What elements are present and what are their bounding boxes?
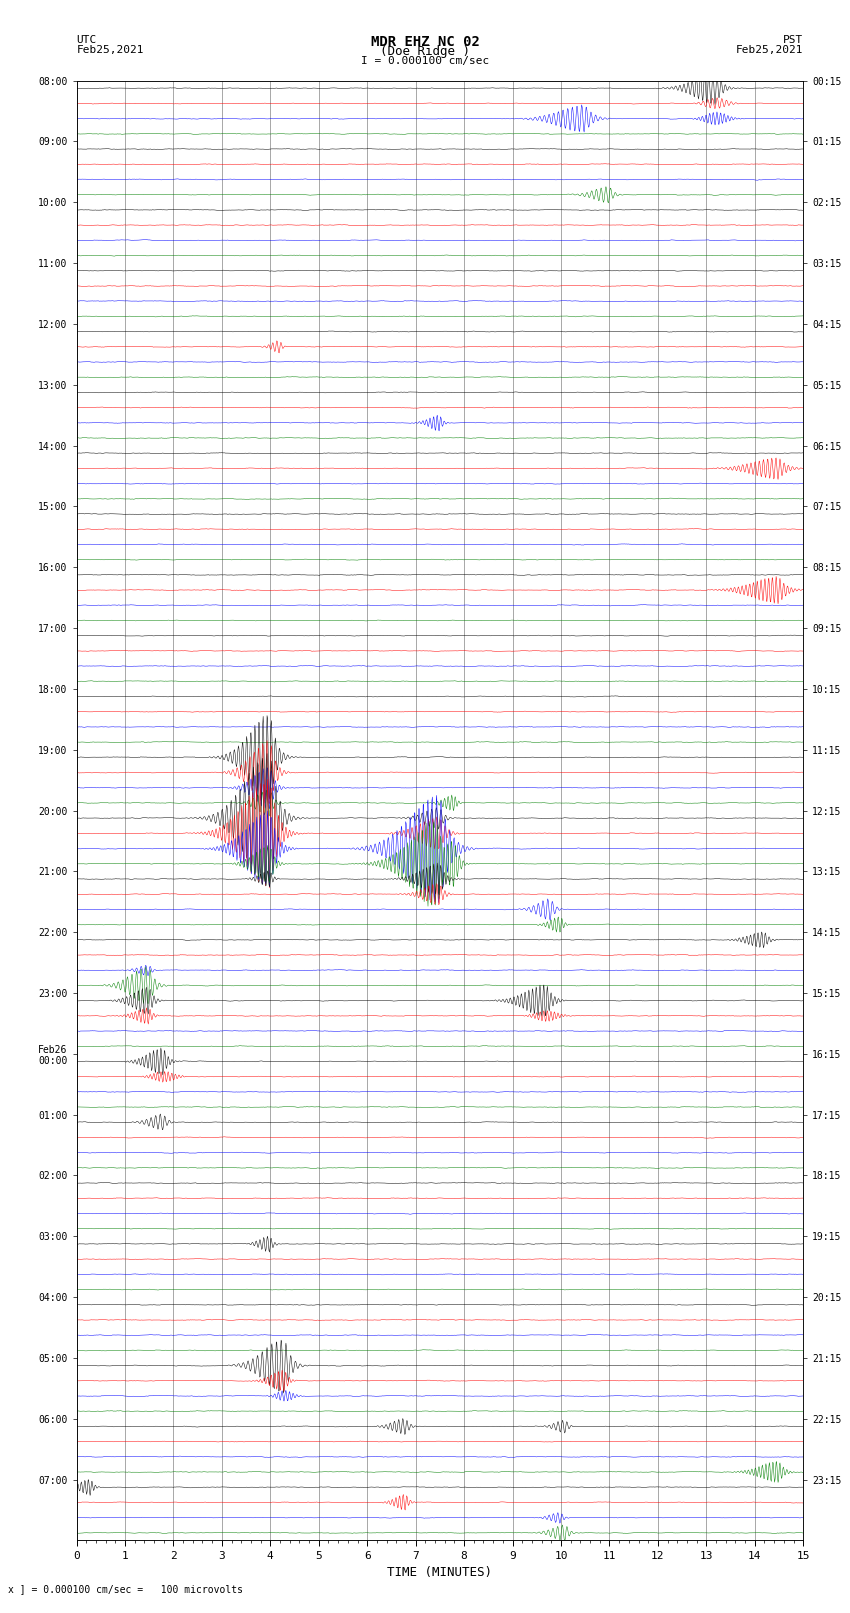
Text: Feb25,2021: Feb25,2021 [76,45,144,55]
Text: (Doe Ridge ): (Doe Ridge ) [380,45,470,58]
Text: MDR EHZ NC 02: MDR EHZ NC 02 [371,35,479,48]
Text: PST: PST [783,35,803,45]
Text: I = 0.000100 cm/sec: I = 0.000100 cm/sec [361,56,489,66]
Text: x ] = 0.000100 cm/sec =   100 microvolts: x ] = 0.000100 cm/sec = 100 microvolts [8,1584,243,1594]
Text: UTC: UTC [76,35,97,45]
X-axis label: TIME (MINUTES): TIME (MINUTES) [388,1566,492,1579]
Text: Feb25,2021: Feb25,2021 [736,45,803,55]
